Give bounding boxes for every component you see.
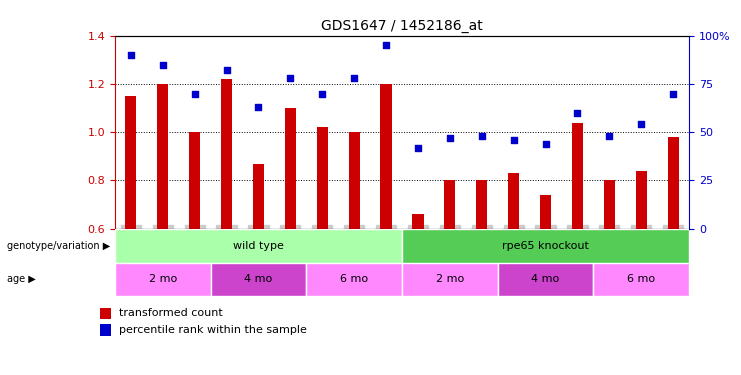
Bar: [115, 229, 402, 262]
Bar: [476, 180, 488, 229]
Title: GDS1647 / 1452186_at: GDS1647 / 1452186_at: [321, 19, 483, 33]
Text: 6 mo: 6 mo: [627, 274, 655, 284]
Point: [316, 91, 328, 97]
Text: rpe65 knockout: rpe65 knockout: [502, 241, 589, 250]
Bar: [316, 128, 328, 229]
Text: 2 mo: 2 mo: [149, 274, 177, 284]
Bar: [306, 262, 402, 296]
Point: [539, 141, 551, 147]
Bar: [125, 96, 136, 229]
Bar: [402, 229, 689, 262]
Point: [444, 135, 456, 141]
Bar: [221, 79, 232, 229]
Bar: [380, 84, 392, 229]
Point: [285, 75, 296, 81]
Point: [412, 145, 424, 151]
Point: [667, 91, 679, 97]
Bar: [412, 214, 424, 229]
Bar: [100, 324, 111, 336]
Point: [635, 122, 647, 128]
Bar: [253, 164, 264, 229]
Bar: [594, 262, 689, 296]
Point: [571, 110, 583, 116]
Text: 2 mo: 2 mo: [436, 274, 464, 284]
Point: [157, 62, 169, 68]
Point: [476, 133, 488, 139]
Point: [253, 104, 265, 110]
Text: wild type: wild type: [233, 241, 284, 250]
Text: percentile rank within the sample: percentile rank within the sample: [119, 325, 307, 335]
Text: genotype/variation ▶: genotype/variation ▶: [7, 241, 110, 250]
Bar: [498, 262, 594, 296]
Bar: [348, 132, 359, 229]
Text: 4 mo: 4 mo: [245, 274, 273, 284]
Point: [221, 68, 233, 74]
Text: transformed count: transformed count: [119, 308, 222, 318]
Point: [380, 42, 392, 48]
Point: [125, 52, 137, 58]
Bar: [100, 308, 111, 319]
Point: [348, 75, 360, 81]
Bar: [445, 180, 456, 229]
Bar: [210, 262, 306, 296]
Bar: [604, 180, 615, 229]
Bar: [636, 171, 647, 229]
Bar: [540, 195, 551, 229]
Bar: [115, 262, 210, 296]
Text: 6 mo: 6 mo: [340, 274, 368, 284]
Text: age ▶: age ▶: [7, 274, 36, 284]
Point: [508, 137, 519, 143]
Bar: [402, 262, 498, 296]
Bar: [285, 108, 296, 229]
Bar: [668, 137, 679, 229]
Bar: [189, 132, 200, 229]
Bar: [572, 123, 583, 229]
Bar: [508, 173, 519, 229]
Bar: [157, 84, 168, 229]
Point: [189, 91, 201, 97]
Text: 4 mo: 4 mo: [531, 274, 559, 284]
Point: [603, 133, 615, 139]
